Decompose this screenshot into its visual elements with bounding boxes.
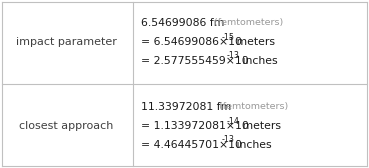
Text: inches: inches <box>239 56 277 66</box>
Text: impact parameter: impact parameter <box>16 37 117 47</box>
Text: = 6.54699086×10: = 6.54699086×10 <box>141 37 242 47</box>
Text: 6.54699086 fm: 6.54699086 fm <box>141 18 224 28</box>
Text: meters: meters <box>233 37 275 47</box>
Text: closest approach: closest approach <box>19 121 114 131</box>
Text: meters: meters <box>239 121 280 131</box>
Text: = 2.577555459×10: = 2.577555459×10 <box>141 56 249 66</box>
Text: (femtometers): (femtometers) <box>216 102 288 112</box>
Text: -14: -14 <box>227 116 239 125</box>
Text: inches: inches <box>233 140 272 150</box>
Text: = 1.133972081×10: = 1.133972081×10 <box>141 121 249 131</box>
Text: -13: -13 <box>221 136 234 144</box>
Text: = 4.46445701×10: = 4.46445701×10 <box>141 140 242 150</box>
Text: 11.33972081 fm: 11.33972081 fm <box>141 102 231 112</box>
Text: -13: -13 <box>227 52 239 60</box>
Text: -15: -15 <box>221 32 234 41</box>
Text: (femtometers): (femtometers) <box>211 18 283 28</box>
